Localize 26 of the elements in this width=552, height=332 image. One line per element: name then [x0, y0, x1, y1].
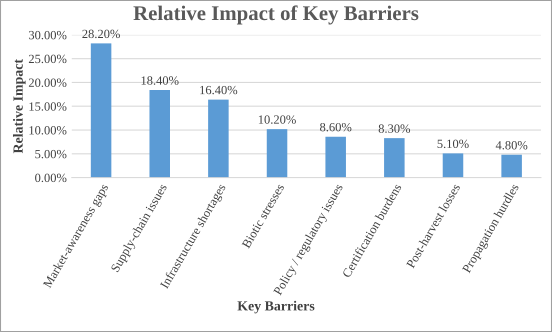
bar — [442, 153, 464, 178]
y-tick-label: 0.00% — [35, 174, 66, 182]
bar — [501, 154, 522, 178]
y-tick-label: 30.00% — [28, 30, 66, 40]
data-label: 10.20% — [258, 115, 296, 124]
bar — [384, 138, 405, 178]
data-label: 4.80% — [496, 141, 528, 150]
data-label: 8.60% — [320, 122, 352, 132]
chart-title: Relative Impact of Key Barriers — [133, 5, 418, 25]
data-label: 5.10% — [438, 140, 469, 148]
data-label: 8.30% — [378, 124, 410, 133]
x-axis-title: Key Barriers — [237, 300, 314, 314]
y-tick-label: 25.00% — [28, 54, 66, 64]
y-tick-label: 10.00% — [29, 126, 66, 135]
data-label: 28.20% — [82, 30, 120, 38]
y-axis-title: Relative Impact — [12, 59, 26, 154]
bar — [149, 90, 170, 178]
data-label: 18.40% — [142, 76, 179, 85]
y-tick-label: 15.00% — [29, 102, 66, 111]
bar — [266, 129, 288, 178]
bar — [325, 136, 346, 178]
bar — [208, 100, 229, 178]
data-label: 16.40% — [200, 86, 238, 94]
y-tick-label: 20.00% — [28, 78, 66, 87]
bar — [90, 43, 112, 178]
y-tick-label: 5.00% — [35, 150, 66, 158]
